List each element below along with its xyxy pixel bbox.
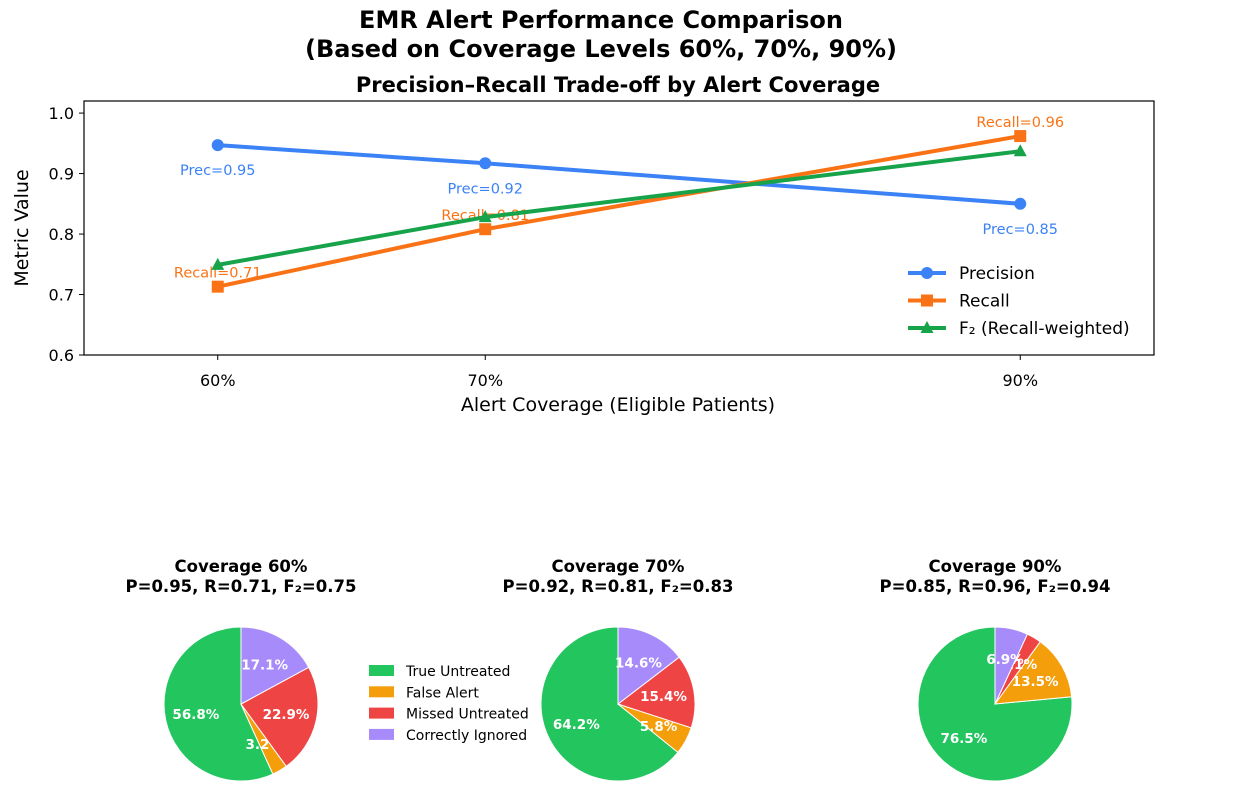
pie-legend-swatch <box>369 665 394 676</box>
pie-legend-label: False Alert <box>406 685 479 701</box>
x-tick-label: 90% <box>1002 371 1038 390</box>
y-tick-label: 0.9 <box>49 165 74 184</box>
pie-slice-label: 76.5% <box>940 731 987 747</box>
series-line-2 <box>217 149 1021 267</box>
pie-slice-label: 17.1% <box>241 657 288 673</box>
pie-subtitle: P=0.85, R=0.96, F₂=0.94 <box>880 577 1111 596</box>
data-label: Recall=0.96 <box>976 115 1064 131</box>
suptitle-line-2: (Based on Coverage Levels 60%, 70%, 90%) <box>305 35 897 63</box>
pie-title: Coverage 90% <box>929 557 1062 576</box>
pie-subtitle: P=0.95, R=0.71, F₂=0.75 <box>126 577 357 596</box>
pie-slice <box>240 626 310 705</box>
line-chart: 0.6 0.7 0.8 0.9 1.0 60% 70% 90% Prec=0.95 Prec=0.… <box>49 100 1155 390</box>
pie-slice <box>616 656 696 729</box>
pie-slice-label: 22.9% <box>263 707 310 723</box>
pie-slice-label: 56.8% <box>172 707 219 723</box>
y-tick-label: 0.6 <box>49 346 74 365</box>
data-label: Prec=0.95 <box>180 163 255 179</box>
legend-label: F₂ (Recall-weighted) <box>959 319 1130 339</box>
y-tick-label: 1.0 <box>49 104 74 123</box>
pie-slice-label: 6.9% <box>986 652 1024 668</box>
pie-title: Coverage 60% <box>175 557 308 576</box>
x-axis-label: Alert Coverage (Eligible Patients) <box>461 394 775 416</box>
pie-subtitle: P=0.92, R=0.81, F₂=0.83 <box>503 577 734 596</box>
x-tick-label: 60% <box>200 371 236 390</box>
series-marker-2 <box>211 257 225 270</box>
series-marker-1 <box>1014 130 1027 143</box>
series-line-0 <box>217 143 1021 206</box>
legend-label: Precision <box>959 264 1035 284</box>
series-marker-0 <box>211 139 224 152</box>
y-tick-label: 0.7 <box>49 286 74 305</box>
pie-slice-label: 13.5% <box>1012 674 1059 690</box>
y-axis-label: Metric Value <box>11 169 33 286</box>
pie-slice <box>163 626 274 782</box>
series-line-1 <box>217 134 1021 289</box>
pie-slice <box>917 626 1073 782</box>
series-marker-1 <box>211 280 224 293</box>
pie-legend-label: Correctly Ignored <box>406 728 527 744</box>
pie-legend-swatch <box>369 707 394 719</box>
series-marker-0 <box>1014 197 1027 210</box>
pie-legend-swatch <box>369 728 394 740</box>
legend-label: Recall <box>959 292 1010 312</box>
pie-slice <box>540 626 679 782</box>
pie-legend-label: True Untreated <box>405 664 510 680</box>
series-marker-0 <box>479 157 492 170</box>
pie-slice-label: 15.4% <box>640 689 687 705</box>
series-marker-2 <box>1013 144 1027 157</box>
legend-swatch-marker <box>920 321 934 333</box>
series-marker-1 <box>479 223 492 236</box>
pie-legend-swatch <box>369 686 394 698</box>
legend-swatch-marker <box>921 267 933 279</box>
pie-slice <box>240 666 319 767</box>
y-tick-label: 0.8 <box>49 225 74 244</box>
pie-legend: True Untreated False Alert Missed Untreate… <box>369 664 529 744</box>
x-tick-label: 70% <box>467 371 503 390</box>
pie-slice <box>994 626 1029 705</box>
line-chart-title: Precision–Recall Trade-off by Alert Cove… <box>356 73 880 97</box>
pie-slice <box>617 626 680 706</box>
data-label: Prec=0.92 <box>448 181 523 197</box>
series-marker-2 <box>478 210 492 223</box>
pie-slice-label: 14.6% <box>615 656 662 672</box>
legend-swatch-marker <box>921 294 933 307</box>
data-label: Recall=0.71 <box>174 266 262 282</box>
data-label: Prec=0.85 <box>983 222 1058 238</box>
pie-charts: Coverage 60%P=0.95, R=0.71, F₂=0.75 56.8%… <box>126 557 1111 782</box>
pie-slice <box>993 641 1073 705</box>
pie-title: Coverage 70% <box>552 557 685 576</box>
plot-frame <box>83 100 1155 356</box>
pie-slice-label: 5.8% <box>640 719 678 735</box>
pie-legend-label: Missed Untreated <box>406 707 529 723</box>
pie-slice-label: 64.2% <box>553 717 600 733</box>
suptitle-line-1: EMR Alert Performance Comparison <box>359 6 843 34</box>
